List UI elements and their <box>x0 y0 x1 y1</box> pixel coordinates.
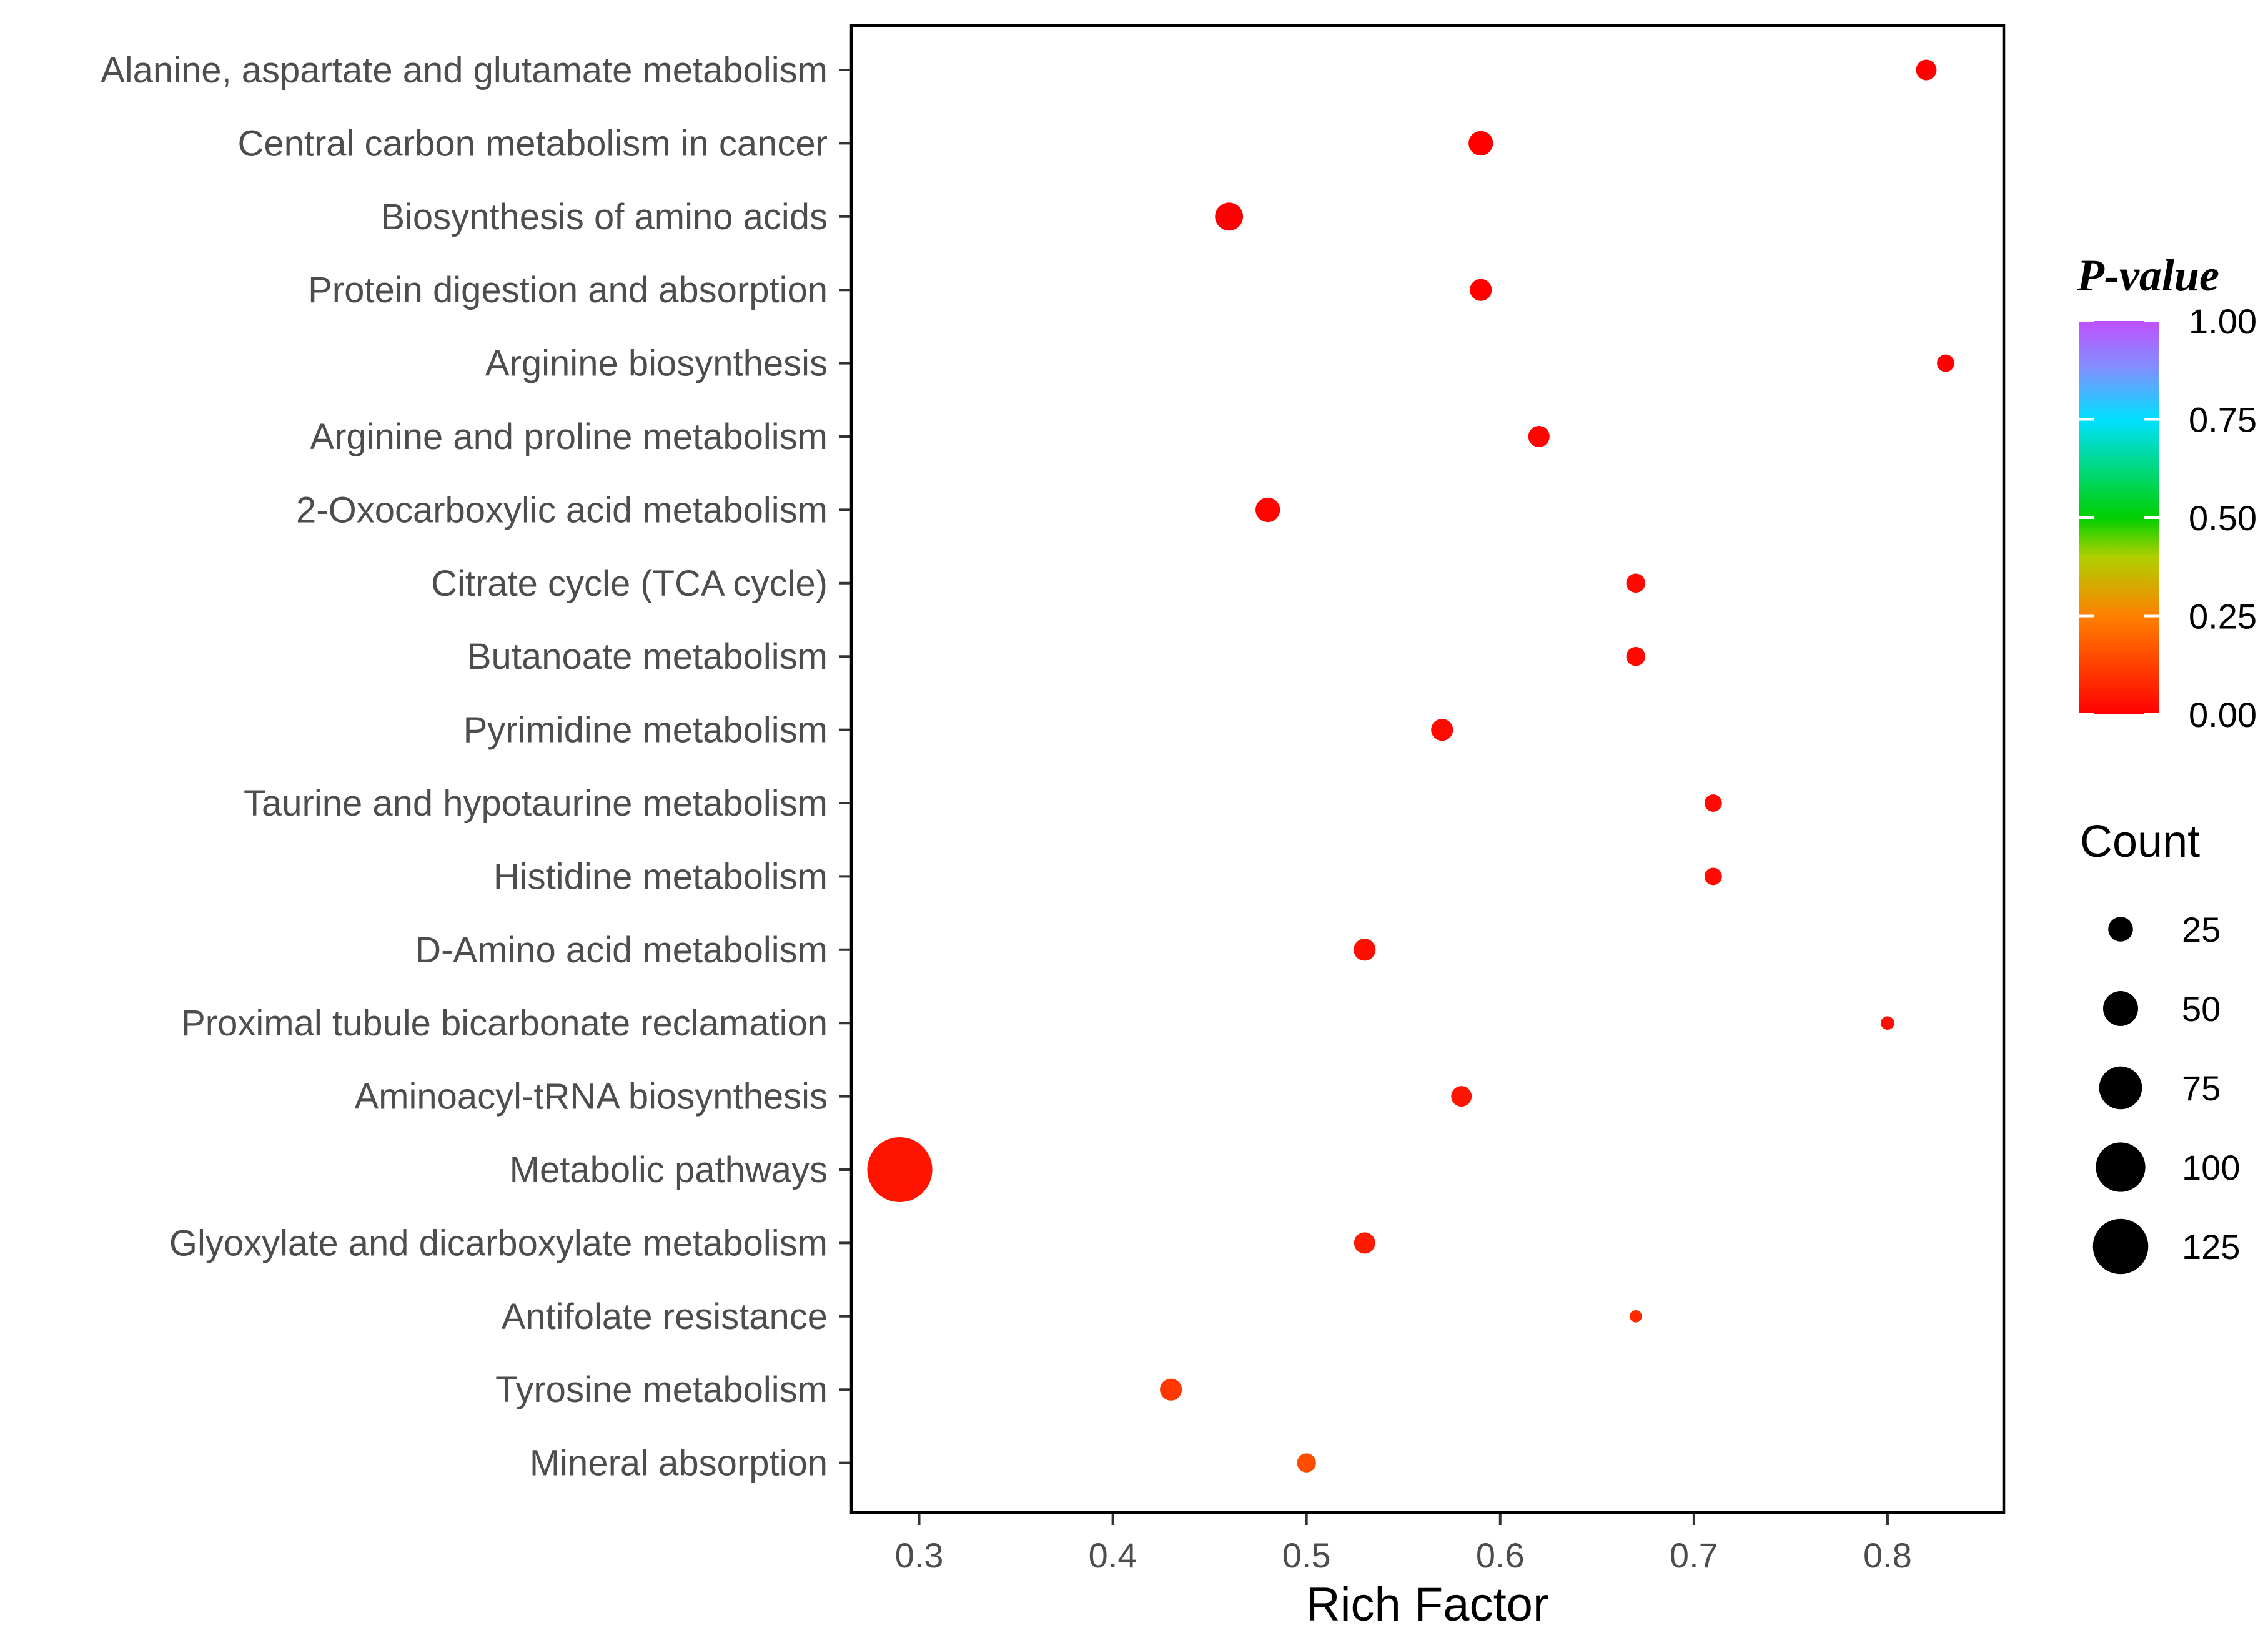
colorbar-tick-label: 0.25 <box>2189 597 2257 636</box>
data-point <box>1451 1086 1472 1107</box>
p-value-legend-title: P-value <box>2076 250 2219 300</box>
count-legend-key <box>2108 917 2133 942</box>
y-tick-label: Antifolate resistance <box>502 1296 828 1337</box>
y-axis-categories: Alanine, aspartate and glutamate metabol… <box>101 50 851 1484</box>
data-point <box>1354 1232 1375 1254</box>
y-tick-label: Citrate cycle (TCA cycle) <box>431 563 828 604</box>
y-tick-label: Histidine metabolism <box>493 856 828 897</box>
data-point <box>1215 202 1244 231</box>
data-point <box>1528 425 1550 448</box>
x-axis-title: Rich Factor <box>1306 1578 1549 1631</box>
colorbar-tick-label: 1.00 <box>2189 302 2257 341</box>
count-legend: Count 25 50 75 100 125 <box>2080 817 2240 1275</box>
data-point <box>1937 354 1954 372</box>
data-point <box>1881 1016 1894 1030</box>
data-point <box>1160 1378 1182 1401</box>
x-axis-ticks: 0.3 0.4 0.5 0.6 0.7 0.8 <box>895 1512 1912 1575</box>
data-point <box>1704 867 1722 886</box>
y-tick-label: Metabolic pathways <box>510 1150 828 1190</box>
y-tick-label: Mineral absorption <box>530 1443 828 1484</box>
y-tick-label: Arginine and proline metabolism <box>310 417 828 457</box>
data-point <box>1630 1310 1642 1323</box>
data-point <box>1431 719 1453 741</box>
plot-background <box>851 26 2004 1512</box>
count-legend-key <box>2102 990 2139 1027</box>
y-tick-label: Central carbon metabolism in cancer <box>237 123 828 164</box>
x-tick-label: 0.3 <box>895 1536 944 1575</box>
y-tick-label: Aminoacyl-tRNA biosynthesis <box>354 1077 828 1117</box>
x-tick-label: 0.5 <box>1282 1536 1331 1575</box>
count-legend-key <box>2096 1142 2146 1192</box>
y-tick-label: Arginine biosynthesis <box>485 343 828 384</box>
p-value-legend: P-value 1.00 0.75 0.50 0.25 0.00 <box>2076 250 2257 734</box>
count-legend-label: 50 <box>2182 989 2221 1029</box>
y-tick-label: Protein digestion and absorption <box>308 270 828 310</box>
count-legend-label: 25 <box>2182 910 2221 949</box>
x-tick-label: 0.6 <box>1476 1536 1525 1575</box>
colorbar-tick-label: 0.75 <box>2189 400 2257 440</box>
y-tick-label: Alanine, aspartate and glutamate metabol… <box>101 50 828 91</box>
count-legend-label: 75 <box>2182 1068 2221 1108</box>
y-tick-label: D-Amino acid metabolism <box>415 930 828 970</box>
plot-panel-border <box>849 24 2006 1514</box>
data-point <box>1255 497 1280 523</box>
count-legend-title: Count <box>2080 817 2200 867</box>
colorbar-tick-label: 0.00 <box>2189 695 2257 734</box>
data-point <box>1354 939 1376 961</box>
y-tick-label: Biosynthesis of amino acids <box>380 197 828 237</box>
count-legend-keys: 25 50 75 100 125 <box>2092 910 2240 1275</box>
count-legend-label: 100 <box>2182 1148 2240 1187</box>
data-point <box>1626 646 1646 666</box>
y-tick-label: Glyoxylate and dicarboxylate metabolism <box>169 1223 828 1263</box>
data-points <box>867 59 1954 1473</box>
count-legend-key <box>2099 1066 2142 1110</box>
y-tick-label: 2-Oxocarboxylic acid metabolism <box>296 490 828 530</box>
x-tick-label: 0.8 <box>1863 1536 1912 1575</box>
y-tick-label: Taurine and hypotaurine metabolism <box>244 783 828 824</box>
count-legend-key <box>2092 1218 2149 1275</box>
p-value-colorbar-ticks: 1.00 0.75 0.50 0.25 0.00 <box>2079 302 2257 734</box>
data-point <box>1916 59 1937 81</box>
data-point <box>1468 131 1493 156</box>
x-tick-label: 0.4 <box>1089 1536 1137 1575</box>
data-point <box>867 1137 933 1203</box>
y-tick-label: Butanoate metabolism <box>467 636 828 677</box>
x-tick-label: 0.7 <box>1670 1536 1718 1575</box>
count-legend-label: 125 <box>2182 1227 2240 1266</box>
y-tick-label: Tyrosine metabolism <box>495 1369 828 1410</box>
data-point <box>1626 573 1646 593</box>
data-point <box>1704 794 1722 812</box>
data-point <box>1297 1453 1316 1473</box>
data-point <box>1470 279 1492 301</box>
colorbar-tick-label: 0.50 <box>2189 498 2257 538</box>
y-tick-label: Pyrimidine metabolism <box>463 710 828 751</box>
y-tick-label: Proximal tubule bicarbonate reclamation <box>181 1003 828 1043</box>
